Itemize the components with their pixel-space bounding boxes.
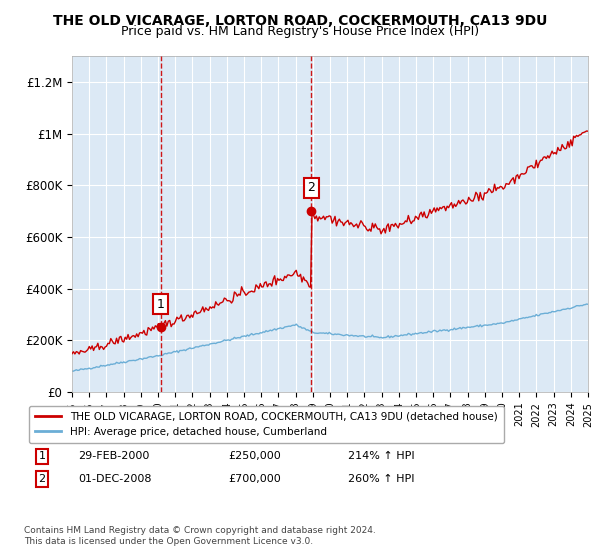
Text: THE OLD VICARAGE, LORTON ROAD, COCKERMOUTH, CA13 9DU: THE OLD VICARAGE, LORTON ROAD, COCKERMOU… <box>53 14 547 28</box>
Text: 214% ↑ HPI: 214% ↑ HPI <box>348 451 415 461</box>
Text: 1: 1 <box>38 451 46 461</box>
Text: 1: 1 <box>157 297 164 311</box>
Text: £250,000: £250,000 <box>228 451 281 461</box>
Text: 2: 2 <box>38 474 46 484</box>
Text: 260% ↑ HPI: 260% ↑ HPI <box>348 474 415 484</box>
Text: 2: 2 <box>307 181 316 194</box>
Text: £700,000: £700,000 <box>228 474 281 484</box>
Text: 01-DEC-2008: 01-DEC-2008 <box>78 474 151 484</box>
Legend: THE OLD VICARAGE, LORTON ROAD, COCKERMOUTH, CA13 9DU (detached house), HPI: Aver: THE OLD VICARAGE, LORTON ROAD, COCKERMOU… <box>29 405 504 444</box>
Text: Contains HM Land Registry data © Crown copyright and database right 2024.
This d: Contains HM Land Registry data © Crown c… <box>24 526 376 546</box>
Text: Price paid vs. HM Land Registry's House Price Index (HPI): Price paid vs. HM Land Registry's House … <box>121 25 479 38</box>
Text: 29-FEB-2000: 29-FEB-2000 <box>78 451 149 461</box>
